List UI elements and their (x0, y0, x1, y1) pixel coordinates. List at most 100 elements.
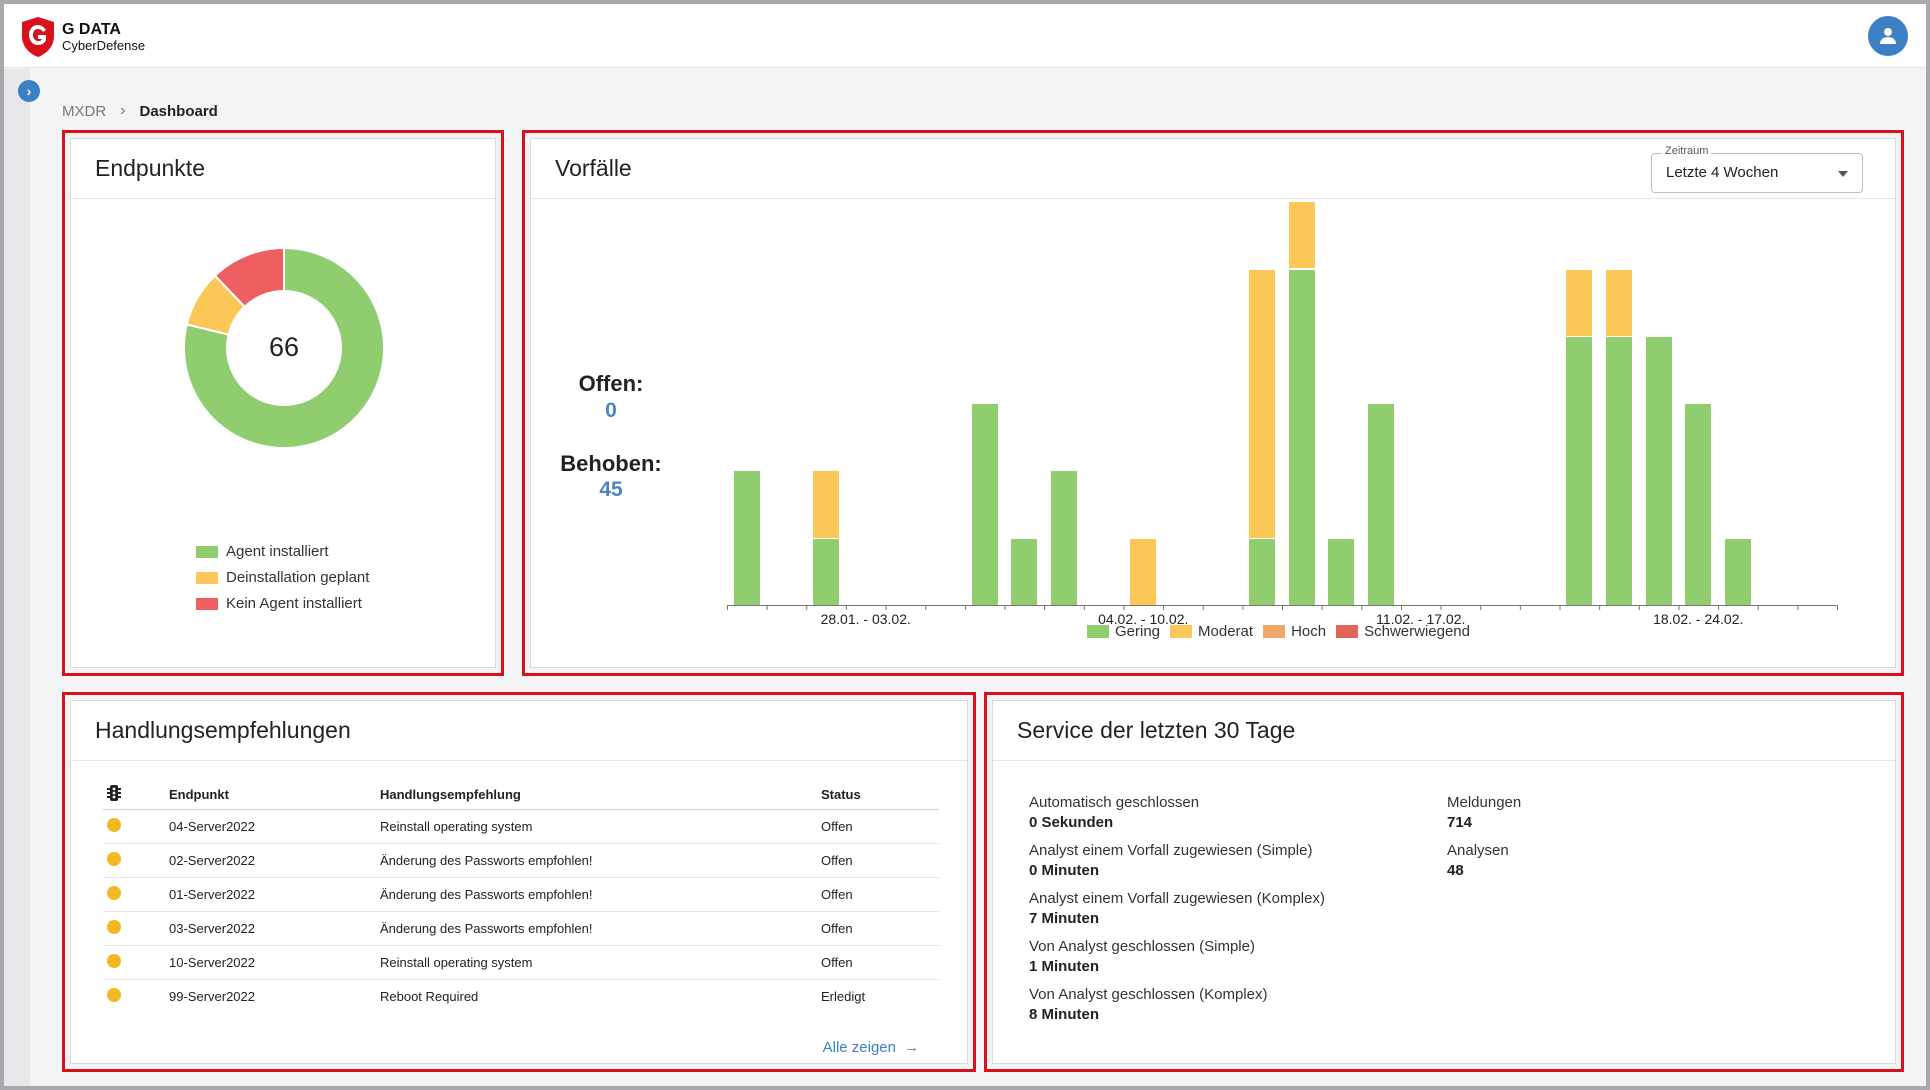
cell-action: Reinstall operating system (380, 809, 821, 844)
breadcrumb-dashboard: Dashboard (139, 102, 218, 120)
app-window: G DATA CyberDefense › MXDR › Dashboard E… (4, 4, 1926, 1086)
legend-item-endpunkte[interactable]: Deinstallation geplant (196, 569, 369, 586)
vorfaelle-bar-chart: 28.01. - 03.02. 04.02. - 10.02. 11.02. - 1… (531, 139, 1897, 669)
legend-item-endpunkte[interactable]: Agent installiert (196, 543, 329, 560)
bar-moderat-30.01.[interactable] (813, 470, 840, 538)
brand-sub: CyberDefense (62, 37, 146, 53)
column-header-handlungsempfehlung[interactable]: Handlungsempfehlung (380, 781, 821, 810)
legend-swatch (196, 571, 218, 584)
bar-gering-10.02.[interactable] (1249, 537, 1276, 605)
legend-item-hoch[interactable]: Hoch (1263, 623, 1326, 640)
bar-gering-19.02.[interactable] (1605, 335, 1632, 605)
table-row[interactable]: 02-Server2022 Änderung des Passworts emp… (103, 843, 939, 878)
bar-moderat-19.02.[interactable] (1605, 268, 1632, 336)
legend-swatch (1087, 625, 1109, 638)
metric-value: 1 Minuten (1029, 958, 1099, 975)
table-row[interactable]: 01-Server2022 Änderung des Passworts emp… (103, 877, 939, 912)
bar-gering-12.02.[interactable] (1328, 537, 1355, 605)
service-card: Service der letzten 30 Tage Automatisch … (992, 700, 1896, 1064)
severity-dot (107, 817, 121, 832)
cell-status: Erledigt (821, 988, 866, 1004)
bar-gering-04.02.[interactable] (1011, 537, 1038, 605)
zeitraum-label: Zeitraum (1662, 145, 1712, 157)
breadcrumb-mxdr[interactable]: MXDR (62, 102, 107, 120)
bar-gering-11.02.[interactable] (1288, 268, 1315, 605)
bar-gering-18.02.[interactable] (1566, 335, 1593, 605)
bar-moderat-10.02.[interactable] (1249, 268, 1276, 538)
cell-endpoint: 10-Server2022 (169, 945, 380, 980)
donut-slice-0[interactable] (183, 246, 385, 449)
legend-label: Gering (1115, 623, 1161, 640)
alle-zeigen-link[interactable]: Alle zeigen → (823, 1039, 919, 1056)
user-avatar-button[interactable] (1868, 16, 1908, 56)
legend-item-endpunkte[interactable]: Kein Agent installiert (196, 595, 362, 612)
service-metric: Meldungen 714 (1447, 793, 1521, 833)
vorfaelle-title: Vorfälle (555, 155, 632, 181)
divider (71, 198, 495, 199)
cell-status: Offen (821, 911, 939, 946)
bar-gering-22.02.[interactable] (1724, 537, 1751, 605)
table-header-row: Endpunkt Handlungsempfehlung Status (103, 781, 939, 810)
gdata-shield-icon (22, 17, 54, 57)
vorfaelle-legend: Gering Moderat Hoch Schwerwiegend (1087, 623, 1480, 640)
severity-dot (107, 851, 121, 866)
bar-gering-30.01.[interactable] (813, 537, 840, 605)
legend-item-gering[interactable]: Gering (1087, 623, 1160, 640)
divider (993, 760, 1895, 761)
legend-label: Kein Agent installiert (226, 595, 362, 612)
divider (71, 760, 967, 761)
service-metric: Von Analyst geschlossen (Simple) 1 Minut… (1029, 937, 1255, 977)
alle-zeigen-label: Alle zeigen (822, 1039, 896, 1056)
legend-item-moderat[interactable]: Moderat (1170, 623, 1253, 640)
service-metric: Automatisch geschlossen 0 Sekunden (1029, 793, 1199, 833)
column-header-endpunkt[interactable]: Endpunkt (169, 781, 380, 810)
bar-gering-20.02.[interactable] (1645, 335, 1672, 605)
x-axis (727, 605, 1838, 610)
bar-gering-03.02.[interactable] (971, 403, 998, 605)
cell-endpoint: 01-Server2022 (169, 877, 380, 912)
table-row[interactable]: 10-Server2022 Reinstall operating system… (103, 945, 939, 980)
zeitraum-select[interactable]: Zeitraum Letzte 4 Wochen (1651, 145, 1863, 193)
cell-action: Änderung des Passworts empfohlen! (380, 911, 821, 946)
legend-label: Moderat (1198, 623, 1254, 640)
severity-dot (107, 987, 121, 1002)
cell-endpoint: 02-Server2022 (169, 843, 380, 878)
metric-label: Meldungen (1447, 794, 1522, 811)
metric-label: Analyst einem Vorfall zugewiesen (Simple… (1029, 842, 1313, 859)
cell-endpoint: 04-Server2022 (169, 809, 380, 844)
zeitraum-value: Letzte 4 Wochen (1666, 164, 1779, 181)
bar-moderat-07.02.[interactable] (1130, 537, 1157, 605)
sidebar-toggle-button[interactable]: › (18, 80, 40, 102)
bar-gering-28.01.[interactable] (733, 470, 760, 605)
x-tick-label: 28.01. - 03.02. (820, 611, 911, 627)
bar-moderat-11.02.[interactable] (1288, 201, 1315, 269)
bar-moderat-18.02.[interactable] (1566, 268, 1593, 336)
behoben-value: 45 (599, 478, 623, 501)
metric-label: Analysen (1447, 842, 1509, 859)
offen-value: 0 (605, 399, 617, 422)
handlungsempfehlungen-card: Handlungsempfehlungen Endpunkt (70, 700, 968, 1064)
cell-action: Reinstall operating system (380, 945, 821, 980)
x-tick-label: 18.02. - 24.02. (1653, 611, 1744, 627)
arrow-right-icon: → (904, 1039, 919, 1056)
legend-item-schwerwiegend[interactable]: Schwerwiegend (1336, 623, 1470, 640)
legend-swatch (1336, 625, 1359, 638)
user-icon (1880, 28, 1896, 44)
column-header-status[interactable]: Status (821, 781, 939, 810)
service-metric: Analysen 48 (1447, 841, 1509, 881)
bar-gering-13.02.[interactable] (1368, 403, 1395, 605)
donut-slice-2[interactable] (213, 246, 285, 309)
table-row[interactable]: 99-Server2022 Reboot Required Erledigt (103, 979, 939, 1013)
sidebar (4, 69, 30, 1086)
table-row[interactable]: 04-Server2022 Reinstall operating system… (103, 809, 939, 844)
table-row[interactable]: 03-Server2022 Änderung des Passworts emp… (103, 911, 939, 946)
logo[interactable]: G DATA CyberDefense (20, 16, 145, 58)
highlight-vorfaelle (522, 130, 1904, 676)
metric-label: Von Analyst geschlossen (Simple) (1029, 938, 1255, 955)
bar-gering-21.02.[interactable] (1685, 403, 1712, 605)
severity-dot (107, 885, 121, 900)
bar-gering-05.02.[interactable] (1050, 470, 1077, 605)
endpunkte-total: 66 (268, 332, 300, 362)
cell-action: Änderung des Passworts empfohlen! (380, 843, 821, 878)
metric-value: 7 Minuten (1029, 910, 1099, 927)
